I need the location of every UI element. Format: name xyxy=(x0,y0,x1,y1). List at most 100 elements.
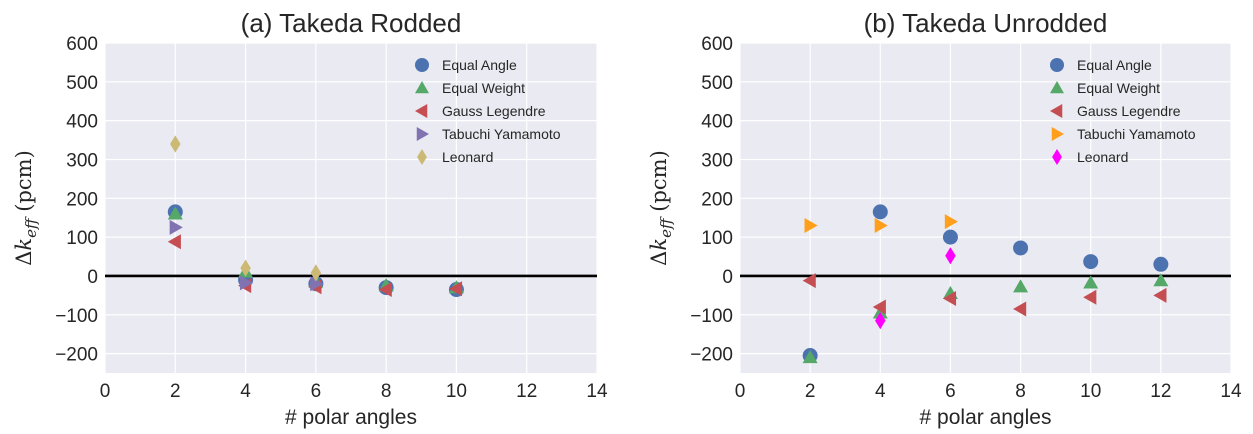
data-point xyxy=(1153,287,1167,303)
data-point xyxy=(1153,256,1169,272)
data-point xyxy=(1083,275,1099,289)
legend-label: Gauss Legendre xyxy=(1077,103,1181,119)
data-point xyxy=(802,349,818,364)
data-point xyxy=(1153,273,1169,287)
data-point xyxy=(872,204,888,220)
legend-label: Tabuchi Yamamoto xyxy=(442,126,561,142)
legend-label: Equal Angle xyxy=(442,57,517,73)
chart-panel-1: 0 2 4 6 8 10 12 14 −200 −100 0 100 200 300 400 500 600 (a… xyxy=(12,8,608,429)
legend-label: Leonard xyxy=(1077,149,1128,165)
data-point xyxy=(167,206,183,220)
x-tick-label: 0 xyxy=(100,381,111,402)
y-tick-label: 100 xyxy=(66,228,98,249)
x-tick-label: 0 xyxy=(735,381,746,402)
y-tick-label: 0 xyxy=(722,267,733,288)
y-tick-label: 500 xyxy=(701,73,733,94)
legend-marker xyxy=(415,104,428,118)
legend-label: Equal Angle xyxy=(1077,57,1152,73)
x-tick-label: 14 xyxy=(1220,381,1242,402)
data-point xyxy=(167,234,181,250)
legend-label: Equal Weight xyxy=(1077,80,1160,96)
data-point xyxy=(378,282,392,298)
x-tick-label: 4 xyxy=(240,381,251,402)
x-tick-label: 12 xyxy=(1150,381,1171,402)
legend-marker xyxy=(1051,127,1064,141)
x-tick-label: 10 xyxy=(1080,381,1101,402)
data-point xyxy=(874,217,888,233)
legend-marker xyxy=(417,148,427,166)
legend-label: Gauss Legendre xyxy=(442,103,546,119)
legend-marker xyxy=(415,81,429,94)
y-tick-label: −100 xyxy=(690,306,733,327)
x-axis-label: # polar angles xyxy=(920,406,1052,429)
legend-label: Equal Weight xyxy=(442,80,525,96)
series-tabuchi-yamamoto xyxy=(169,219,324,292)
series-leonard xyxy=(875,247,956,330)
y-tick-label: 200 xyxy=(701,189,733,210)
plot-area xyxy=(740,43,1231,373)
y-tick-label: 500 xyxy=(66,73,98,94)
series-leonard xyxy=(170,135,322,282)
y-tick-label: 300 xyxy=(66,150,98,171)
x-tick-label: 2 xyxy=(170,381,181,402)
data-point xyxy=(310,276,324,292)
y-tick-label: −200 xyxy=(55,345,98,366)
data-point xyxy=(1083,289,1097,305)
x-tick-label: 14 xyxy=(586,381,608,402)
y-tick-label: 600 xyxy=(66,34,98,55)
chart-title: (a) Takeda Rodded xyxy=(241,8,462,38)
y-tick-label: −100 xyxy=(55,306,98,327)
legend-label: Leonard xyxy=(442,149,493,165)
data-point xyxy=(875,311,886,330)
x-tick-label: 10 xyxy=(446,381,467,402)
data-point xyxy=(804,217,818,233)
x-tick-label: 6 xyxy=(311,381,322,402)
y-tick-label: 400 xyxy=(701,112,733,133)
data-point xyxy=(1083,254,1099,270)
data-point xyxy=(170,135,181,153)
x-tick-label: 12 xyxy=(516,381,537,402)
data-point xyxy=(945,247,956,265)
data-point xyxy=(1013,279,1029,293)
legend-label: Tabuchi Yamamoto xyxy=(1077,126,1196,142)
y-tick-label: 600 xyxy=(701,34,733,55)
data-point xyxy=(942,229,958,245)
y-tick-label: 200 xyxy=(66,189,98,210)
legend-marker xyxy=(1050,81,1064,94)
y-axis-label: Δkeff (pcm) xyxy=(647,150,675,266)
legend-marker xyxy=(415,58,429,72)
data-point xyxy=(169,219,183,235)
x-tick-label: 2 xyxy=(805,381,816,402)
x-tick-label: 8 xyxy=(381,381,392,402)
x-tick-label: 6 xyxy=(945,381,956,402)
y-tick-label: 0 xyxy=(87,267,98,288)
x-tick-label: 8 xyxy=(1015,381,1026,402)
data-point xyxy=(239,275,254,291)
data-point xyxy=(944,214,958,230)
data-point xyxy=(802,273,816,289)
data-point xyxy=(942,290,957,306)
data-point xyxy=(1013,301,1027,317)
legend-marker xyxy=(1052,148,1062,166)
legend-marker xyxy=(1050,104,1063,118)
series-tabuchi-yamamoto xyxy=(804,214,958,233)
legend: Equal Angle Equal Weight Gauss Legendre Tab… xyxy=(415,57,561,166)
data-point xyxy=(448,281,463,297)
data-point xyxy=(872,305,888,319)
y-axis-label: Δkeff (pcm) xyxy=(12,150,40,266)
y-tick-label: 300 xyxy=(701,150,733,171)
data-point xyxy=(872,299,886,315)
y-tick-label: −200 xyxy=(690,345,733,366)
legend: Equal Angle Equal Weight Gauss Legendre Tab… xyxy=(1050,57,1196,166)
chart-panel-2: 0 2 4 6 8 10 12 14 −200 −100 0 100 200 300 400 500 600 (b… xyxy=(647,8,1242,429)
chart-title: (b) Takeda Unrodded xyxy=(864,8,1108,38)
y-tick-label: 400 xyxy=(66,112,98,133)
x-axis-label: # polar angles xyxy=(285,406,417,429)
x-tick-label: 4 xyxy=(875,381,886,402)
data-point xyxy=(240,259,251,277)
legend-marker xyxy=(416,127,429,141)
plot-area xyxy=(105,43,597,373)
data-point xyxy=(1013,240,1029,256)
data-point xyxy=(310,264,322,282)
